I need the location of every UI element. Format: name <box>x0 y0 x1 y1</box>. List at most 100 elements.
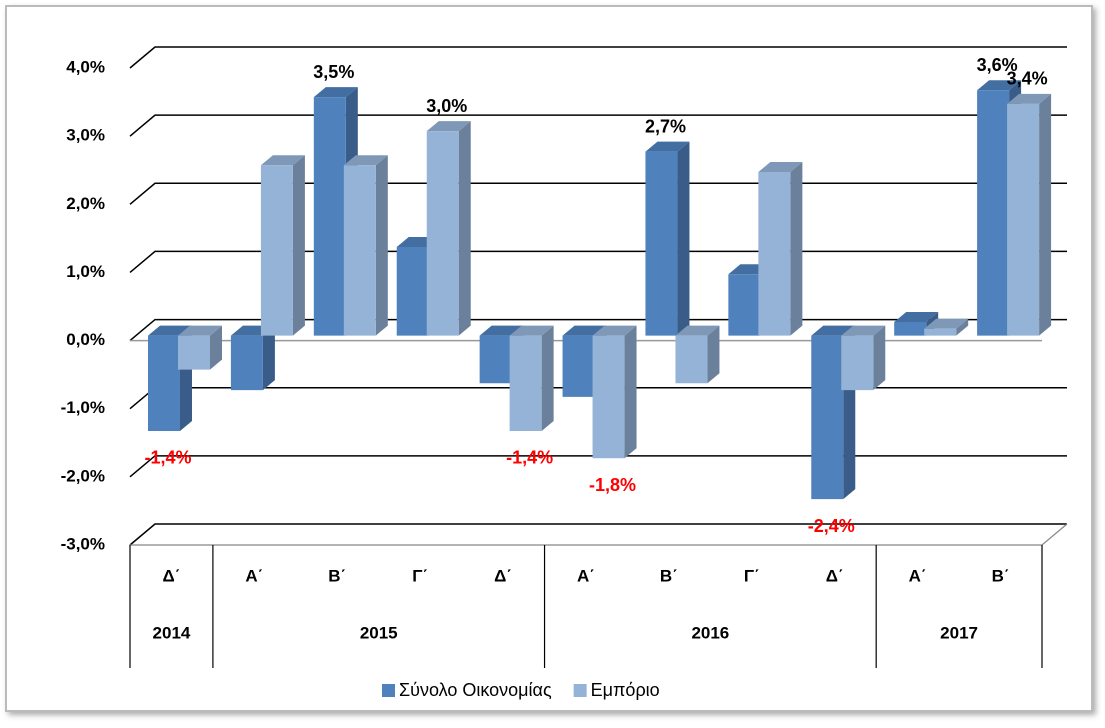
bar-front <box>260 165 293 336</box>
x-tick-label: Β΄ <box>992 566 1010 585</box>
bar-front <box>728 274 761 336</box>
bar-side <box>790 162 803 336</box>
bar-side <box>375 155 388 336</box>
bar-side <box>707 325 720 384</box>
bar-front <box>479 335 512 384</box>
bar-side <box>210 325 222 370</box>
group-label: 2017 <box>940 623 978 642</box>
data-label: -1,4% <box>144 448 191 468</box>
bar-top <box>841 325 886 336</box>
bar-front <box>924 328 957 336</box>
group-label: 2016 <box>691 623 729 642</box>
bar-side <box>677 141 690 336</box>
grid-line <box>129 523 1067 546</box>
x-tick-label: Β΄ <box>328 566 346 585</box>
bar-top <box>313 87 358 98</box>
bar <box>509 325 554 431</box>
bar <box>343 155 388 336</box>
grid-line <box>129 114 1067 137</box>
bar-front <box>592 335 625 459</box>
y-tick-label: -2,0% <box>61 466 105 485</box>
data-label: -2,4% <box>808 516 855 536</box>
bar-side <box>262 325 275 391</box>
y-tick-label: 2,0% <box>66 194 105 213</box>
x-tick-label: Γ΄ <box>744 566 760 585</box>
legend-swatch <box>573 684 587 697</box>
bar-front <box>148 335 180 431</box>
group-label: 2015 <box>360 623 398 642</box>
group-label: 2014 <box>153 623 191 642</box>
bar-top <box>426 121 471 132</box>
grid-line <box>129 46 1067 69</box>
bar-front <box>841 335 874 391</box>
data-label: 3,4% <box>1007 69 1048 89</box>
data-label: 3,6% <box>977 55 1018 75</box>
grid-line <box>129 455 1067 478</box>
legend-label: Εμπόριο <box>591 680 660 700</box>
data-label: -1,4% <box>506 448 553 468</box>
bar-front <box>894 321 927 336</box>
x-tick-label: Δ΄ <box>826 566 844 585</box>
bar-front <box>230 335 263 391</box>
bar <box>178 325 222 370</box>
y-tick-label: 4,0% <box>66 57 105 76</box>
y-tick-label: 3,0% <box>66 126 105 145</box>
bar-front <box>811 335 844 500</box>
x-tick-label: Δ΄ <box>163 566 181 585</box>
bar-front <box>396 246 429 336</box>
bar-side <box>1039 93 1052 336</box>
x-tick-label: Α΄ <box>245 566 263 585</box>
bar-top <box>178 325 222 336</box>
bar <box>645 141 690 336</box>
bar-front <box>509 335 542 431</box>
bar-front <box>343 165 376 336</box>
legend-label: Σύνολο Οικονομίας <box>399 680 552 700</box>
legend-swatch <box>382 684 395 697</box>
bar-front <box>645 151 678 336</box>
bar-front <box>313 97 346 336</box>
bar <box>758 162 803 336</box>
data-label: -1,8% <box>589 475 636 495</box>
bar-top <box>343 155 388 166</box>
bar-side <box>624 325 637 459</box>
bar <box>426 121 471 336</box>
data-label: 3,0% <box>426 96 467 116</box>
bar-top <box>977 80 1022 91</box>
x-tick-label: Γ΄ <box>412 566 428 585</box>
data-label: 2,7% <box>645 116 686 136</box>
bar <box>230 325 275 391</box>
bar-front <box>675 335 708 384</box>
bar-front <box>758 172 791 336</box>
bar-top <box>260 155 305 166</box>
x-tick-label: Β΄ <box>660 566 678 585</box>
bar-top <box>894 311 939 322</box>
bar-front <box>178 335 210 370</box>
data-label: 3,5% <box>313 62 354 82</box>
bar-top <box>675 325 720 336</box>
x-tick-label: Α΄ <box>577 566 595 585</box>
bar <box>924 318 969 336</box>
bar-side <box>956 318 969 336</box>
bar-side <box>292 155 305 336</box>
bar <box>1007 93 1052 336</box>
bar-front <box>1007 103 1040 336</box>
bar <box>841 325 886 391</box>
y-tick-label: -3,0% <box>61 534 105 553</box>
bar-side <box>458 121 471 336</box>
y-tick-label: 0,0% <box>66 330 105 349</box>
bar <box>260 155 305 336</box>
bar-top <box>1007 93 1052 104</box>
x-tick-label: Α΄ <box>909 566 927 585</box>
bar-front <box>562 335 595 397</box>
bar <box>675 325 720 384</box>
bar-top <box>758 162 803 173</box>
bar-front <box>426 131 459 336</box>
x-tick-label: Δ΄ <box>494 566 512 585</box>
bar <box>592 325 637 459</box>
y-tick-label: -1,0% <box>61 398 105 417</box>
y-tick-label: 1,0% <box>66 262 105 281</box>
bar-side <box>541 325 554 431</box>
bar-top <box>592 325 637 336</box>
